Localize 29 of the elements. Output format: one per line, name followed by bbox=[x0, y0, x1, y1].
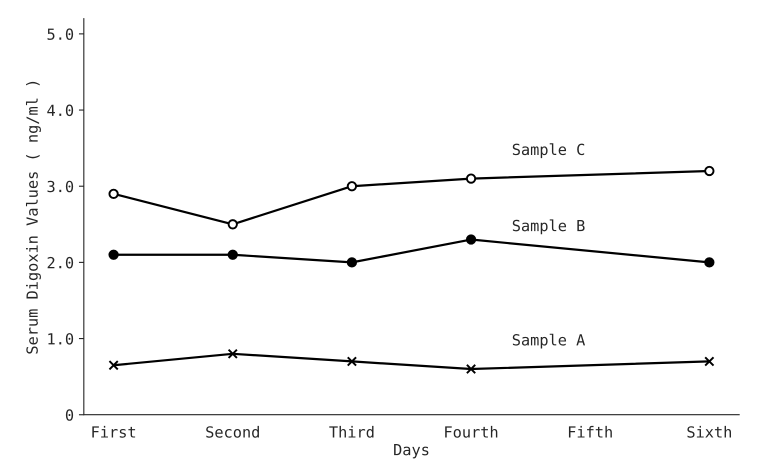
y-tick-label: 5.0 bbox=[48, 28, 74, 40]
x-tick-label: Fifth bbox=[568, 426, 612, 438]
y-tick-label: 3.0 bbox=[48, 180, 74, 192]
point bbox=[346, 181, 358, 192]
series-label: Sample A bbox=[512, 334, 586, 349]
x-tick-label: Second bbox=[206, 426, 259, 438]
point bbox=[466, 364, 476, 374]
y-tick-label: 0 bbox=[66, 409, 74, 421]
x-tick-label: Sixth bbox=[687, 426, 731, 438]
point bbox=[108, 360, 119, 370]
point bbox=[228, 219, 238, 230]
y-tick-label: 2.0 bbox=[48, 256, 74, 268]
x-tick-label: Fourth bbox=[445, 426, 498, 438]
x-tick-label: Third bbox=[329, 426, 374, 438]
point bbox=[108, 250, 119, 260]
point bbox=[108, 188, 119, 199]
point bbox=[466, 234, 476, 245]
y-axis-title: Serum Digoxin Values ( ng/ml ) bbox=[26, 82, 41, 354]
point bbox=[228, 250, 238, 260]
point bbox=[466, 173, 476, 184]
point bbox=[346, 356, 358, 367]
series-label: Sample B bbox=[512, 219, 585, 234]
x-axis-title: Days bbox=[394, 444, 428, 458]
y-tick-label: 4.0 bbox=[47, 104, 74, 116]
point bbox=[346, 257, 358, 268]
point bbox=[228, 348, 238, 359]
series-label: Sample C bbox=[512, 143, 584, 158]
x-tick-label: First bbox=[92, 426, 136, 438]
y-tick-label: 1.0 bbox=[48, 333, 74, 345]
